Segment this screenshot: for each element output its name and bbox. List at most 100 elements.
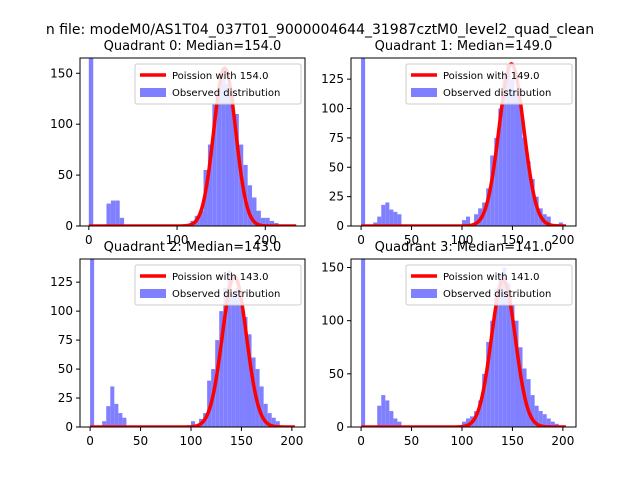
histogram-bar — [550, 421, 555, 427]
y-tick-label: 100 — [321, 102, 344, 116]
poisson-line — [88, 66, 297, 226]
histogram-bar — [526, 379, 531, 427]
histogram-bar — [522, 137, 527, 226]
histogram-bar — [207, 380, 212, 427]
panel-title: Quadrant 1: Median=149.0 — [375, 39, 553, 54]
y-tick-label: 100 — [321, 314, 344, 328]
histogram-bar — [385, 400, 390, 427]
x-tick-label: 200 — [254, 233, 277, 247]
histogram-bar — [231, 293, 236, 427]
y-tick-label: 125 — [321, 72, 344, 86]
histogram-bar — [498, 272, 503, 427]
y-tick-label: 0 — [336, 420, 344, 434]
histogram-bar — [110, 200, 116, 226]
y-tick-label: 50 — [58, 362, 73, 376]
histogram-bar — [265, 217, 270, 226]
histogram-bar — [190, 421, 196, 427]
histogram-bar — [530, 395, 535, 427]
histogram-bar — [538, 411, 543, 427]
histogram-bar — [490, 320, 495, 427]
histogram-bar — [227, 270, 232, 427]
x-tick-label: 50 — [404, 434, 419, 448]
histogram-bar — [234, 114, 239, 226]
histogram-bar — [88, 58, 94, 226]
histogram-bar — [247, 185, 253, 226]
legend: Poission with 154.0 Observed distribution — [134, 63, 302, 105]
y-tick-label: 75 — [329, 131, 344, 145]
panel-quadrant-2: 0 50 100 150 200 0 25 50 75 100 125 Quadrant 2: Med… — [50, 240, 306, 448]
histogram-bar — [546, 418, 551, 427]
histogram-bar — [106, 406, 111, 427]
y-tick-label: 50 — [329, 160, 344, 174]
y-tick-label: 0 — [65, 420, 73, 434]
histogram-bar — [534, 405, 539, 427]
histogram-bar — [546, 216, 551, 226]
x-tick-label: 0 — [86, 434, 94, 448]
x-tick-label: 150 — [501, 233, 524, 247]
y-tick-label: 25 — [58, 391, 73, 405]
x-tick-label: 0 — [85, 233, 93, 247]
histogram-bar — [514, 320, 519, 427]
panel-quadrant-0: 0 100 200 0 50 100 150 Quadrant 0: Median=154.0… — [50, 39, 306, 247]
histogram-bar — [219, 311, 224, 427]
histogram-bar — [530, 179, 535, 226]
x-tick-label: 200 — [551, 434, 574, 448]
histogram-bar — [263, 403, 268, 427]
histogram-bar — [225, 83, 230, 226]
histogram-bar — [230, 93, 235, 226]
x-tick-label: 200 — [280, 434, 303, 448]
legend-line-label: Poission with 149.0 — [443, 71, 539, 82]
x-tick-label: 150 — [230, 434, 253, 448]
histogram-bar — [466, 216, 471, 226]
panel-title: Quadrant 3: Median=141.0 — [375, 240, 553, 255]
histogram-bar — [461, 421, 467, 427]
histogram-bar — [115, 200, 120, 226]
histogram-bar — [526, 161, 531, 226]
x-tick-label: 100 — [451, 434, 474, 448]
x-tick-label: 50 — [133, 434, 148, 448]
histogram-bar — [389, 209, 394, 226]
y-tick-label: 150 — [321, 261, 344, 275]
legend-hist-label: Observed distribution — [172, 88, 280, 99]
histogram-bar — [252, 197, 257, 226]
histogram-bar — [269, 220, 275, 226]
histogram-bar — [207, 144, 213, 226]
axes-frame — [350, 258, 577, 428]
legend-hist-label: Observed distribution — [443, 88, 551, 99]
histogram-bar — [389, 411, 394, 427]
histogram-bar — [271, 417, 276, 427]
histogram-bar — [397, 214, 402, 226]
legend-hist-swatch — [411, 88, 437, 97]
x-tick-label: 0 — [357, 434, 365, 448]
histogram-bar — [118, 413, 123, 427]
histogram-bar — [212, 103, 217, 226]
x-tick-label: 0 — [357, 233, 365, 247]
y-tick-label: 100 — [50, 117, 73, 131]
y-tick-label: 50 — [58, 168, 73, 182]
legend-hist-swatch — [411, 289, 437, 298]
histogram-bar — [393, 211, 398, 226]
histogram-bar — [267, 413, 272, 427]
histogram-bar — [235, 287, 240, 427]
histogram-bar — [397, 421, 402, 427]
panel-title: Quadrant 2: Median=143.0 — [104, 240, 282, 255]
histogram-bar — [506, 63, 511, 226]
figure-suptitle: n file: modeM0/AS1T04_037T01_9000004644_… — [46, 22, 594, 38]
histogram-bar — [110, 386, 115, 427]
histogram-bar — [106, 203, 111, 226]
histogram-bar — [361, 58, 366, 226]
histogram-bar — [498, 108, 503, 226]
histogram-bar — [486, 188, 491, 226]
histogram-bar — [494, 288, 499, 427]
y-tick-label: 50 — [329, 367, 344, 381]
histogram-bar — [199, 210, 204, 226]
panels: 0 100 200 0 50 100 150 Quadrant 0: Median=154.0… — [50, 39, 577, 448]
histogram-bar — [518, 102, 523, 226]
y-tick-label: 25 — [329, 190, 344, 204]
x-tick-label: 50 — [404, 233, 419, 247]
histogram-bar — [259, 386, 264, 427]
x-tick-label: 100 — [451, 233, 474, 247]
histogram-bar — [514, 90, 519, 226]
histogram-bar — [114, 403, 119, 427]
